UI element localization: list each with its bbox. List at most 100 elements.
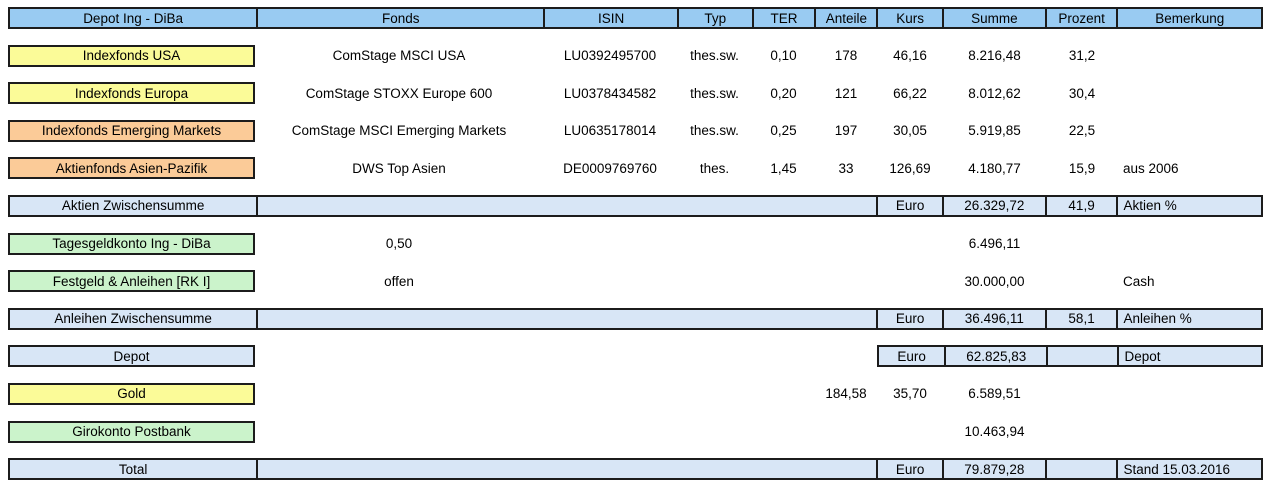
cell-kurs[interactable]: 35,70: [893, 386, 927, 402]
cell-ter[interactable]: 0,20: [770, 85, 797, 101]
cell-typ[interactable]: [677, 383, 752, 405]
cell-label-total[interactable]: Total: [118, 461, 148, 477]
cell-bemerkung[interactable]: Aktien %: [1116, 196, 1261, 215]
cell-bemerkung[interactable]: aus 2006: [1123, 160, 1179, 176]
cell-summe[interactable]: 62.825,83: [944, 347, 1046, 366]
cell-kurs[interactable]: Euro: [897, 348, 926, 364]
cell-prozent[interactable]: 41,9: [1044, 196, 1117, 215]
column-header-bemerkung[interactable]: Bemerkung: [1116, 9, 1261, 27]
cell-bemerkung[interactable]: Depot: [1117, 347, 1261, 366]
cell-bemerkung[interactable]: [1118, 233, 1263, 255]
cell-prozent[interactable]: [1046, 421, 1118, 443]
cell-anteile[interactable]: 121: [834, 85, 858, 101]
cell-isin[interactable]: LU0635178014: [563, 123, 657, 139]
cell-bemerkung[interactable]: [1118, 383, 1263, 405]
cell-label-gold[interactable]: Gold: [8, 382, 255, 405]
column-header-anteile[interactable]: Anteile: [814, 9, 876, 27]
cell-fonds[interactable]: DWS Top Asien: [352, 160, 446, 176]
cell-bemerkung[interactable]: Cash: [1123, 273, 1155, 289]
cell-kurs[interactable]: Euro: [876, 196, 942, 215]
cell-label-tagesgeldkonto-ing-diba[interactable]: Tagesgeldkonto Ing - DiBa: [8, 232, 255, 255]
column-header-ter[interactable]: TER: [751, 9, 815, 27]
cell-prozent[interactable]: 15,9: [1068, 160, 1096, 176]
cell-summe[interactable]: 6.496,11: [968, 236, 1021, 252]
cell-ter[interactable]: 0,25: [770, 123, 797, 139]
cell-anteile[interactable]: [815, 270, 877, 292]
cell-summe[interactable]: 10.463,94: [964, 424, 1025, 440]
cell-summe[interactable]: 5.919,85: [968, 123, 1021, 139]
cell-summe[interactable]: 79.879,28: [942, 460, 1045, 479]
cell-label-indexfonds-usa[interactable]: Indexfonds USA: [8, 44, 255, 67]
cell-fonds[interactable]: 0,50: [385, 236, 413, 252]
cell-isin[interactable]: LU0392495700: [563, 48, 657, 64]
cell-ter[interactable]: [752, 421, 815, 443]
cell-label-anleihen-zwischensumme[interactable]: Anleihen Zwischensumme: [54, 311, 212, 327]
cell-kurs[interactable]: [877, 270, 943, 292]
cell-bemerkung[interactable]: [1118, 120, 1263, 142]
cell-label-aktien-zwischensumme[interactable]: Aktien Zwischensumme: [61, 198, 205, 214]
cell-summe[interactable]: 4.180,77: [968, 160, 1021, 176]
column-header-depot-ing-diba[interactable]: Depot Ing - DiBa: [83, 10, 183, 26]
cell-kurs[interactable]: 30,05: [893, 123, 927, 139]
cell-ter[interactable]: 1,45: [770, 160, 797, 176]
cell-prozent[interactable]: 22,5: [1068, 123, 1096, 139]
column-header-isin[interactable]: ISIN: [543, 9, 677, 27]
column-header-prozent[interactable]: Prozent: [1044, 9, 1117, 27]
cell-prozent[interactable]: [1044, 460, 1117, 479]
cell-kurs[interactable]: 126,69: [889, 160, 931, 176]
cell-anteile[interactable]: [815, 421, 877, 443]
cell-summe[interactable]: 8.216,48: [968, 48, 1021, 64]
cell-fonds[interactable]: [255, 421, 543, 443]
cell-summe[interactable]: 36.496,11: [942, 309, 1045, 328]
cell-ter[interactable]: [752, 383, 815, 405]
cell-prozent[interactable]: [1046, 347, 1117, 366]
cell-merged[interactable]: [256, 460, 876, 479]
cell-merged[interactable]: [256, 196, 876, 215]
cell-fonds[interactable]: [255, 383, 543, 405]
cell-ter[interactable]: [752, 233, 815, 255]
cell-typ[interactable]: thes.sw.: [690, 123, 739, 139]
cell-prozent[interactable]: [1046, 233, 1118, 255]
column-header-typ[interactable]: Typ: [676, 9, 752, 27]
cell-label-girokonto-postbank[interactable]: Girokonto Postbank: [8, 420, 255, 443]
column-header-kurs[interactable]: Kurs: [876, 9, 942, 27]
cell-anteile[interactable]: 184,58: [825, 386, 867, 402]
cell-summe[interactable]: 30.000,00: [964, 273, 1025, 289]
cell-label-festgeld-anleihen-rk-i[interactable]: Festgeld & Anleihen [RK I]: [8, 270, 255, 293]
cell-fonds[interactable]: ComStage MSCI USA: [332, 48, 466, 64]
cell-ter[interactable]: 0,10: [770, 48, 797, 64]
cell-anteile[interactable]: 33: [838, 160, 854, 176]
cell-prozent[interactable]: [1046, 383, 1118, 405]
cell-kurs[interactable]: Euro: [876, 309, 942, 328]
cell-anteile[interactable]: 197: [834, 123, 858, 139]
cell-kurs[interactable]: [877, 421, 943, 443]
cell-fonds[interactable]: ComStage MSCI Emerging Markets: [291, 123, 507, 139]
cell-bemerkung[interactable]: Anleihen %: [1116, 309, 1261, 328]
cell-bemerkung[interactable]: [1118, 45, 1263, 67]
cell-typ[interactable]: [677, 421, 752, 443]
cell-ter[interactable]: [752, 270, 815, 292]
cell-label-indexfonds-emerging-markets[interactable]: Indexfonds Emerging Markets: [8, 119, 255, 142]
cell-isin[interactable]: [543, 421, 677, 443]
cell-label-aktienfonds-asien-pazifik[interactable]: Aktienfonds Asien-Pazifik: [8, 157, 255, 180]
column-header-summe[interactable]: Summe: [942, 9, 1045, 27]
cell-anteile[interactable]: [815, 233, 877, 255]
cell-isin[interactable]: DE0009769760: [563, 160, 657, 176]
cell-kurs[interactable]: 46,16: [893, 48, 927, 64]
cell-bemerkung[interactable]: [1118, 82, 1263, 104]
column-header-fonds[interactable]: Fonds: [256, 9, 543, 27]
cell-prozent[interactable]: 30,4: [1068, 85, 1096, 101]
cell-label-indexfonds-europa[interactable]: Indexfonds Europa: [8, 82, 255, 105]
cell-bemerkung[interactable]: [1118, 421, 1263, 443]
cell-label-depot[interactable]: Depot: [8, 345, 255, 368]
cell-prozent[interactable]: [1046, 270, 1118, 292]
cell-prozent[interactable]: 58,1: [1044, 309, 1117, 328]
cell-summe[interactable]: 26.329,72: [942, 196, 1045, 215]
cell-summe[interactable]: 6.589,51: [968, 386, 1021, 402]
cell-typ[interactable]: thes.sw.: [690, 85, 739, 101]
cell-anteile[interactable]: 178: [834, 48, 858, 64]
cell-kurs[interactable]: Euro: [876, 460, 942, 479]
cell-bemerkung[interactable]: Stand 15.03.2016: [1116, 460, 1261, 479]
cell-typ[interactable]: [677, 233, 752, 255]
cell-isin[interactable]: [543, 383, 677, 405]
